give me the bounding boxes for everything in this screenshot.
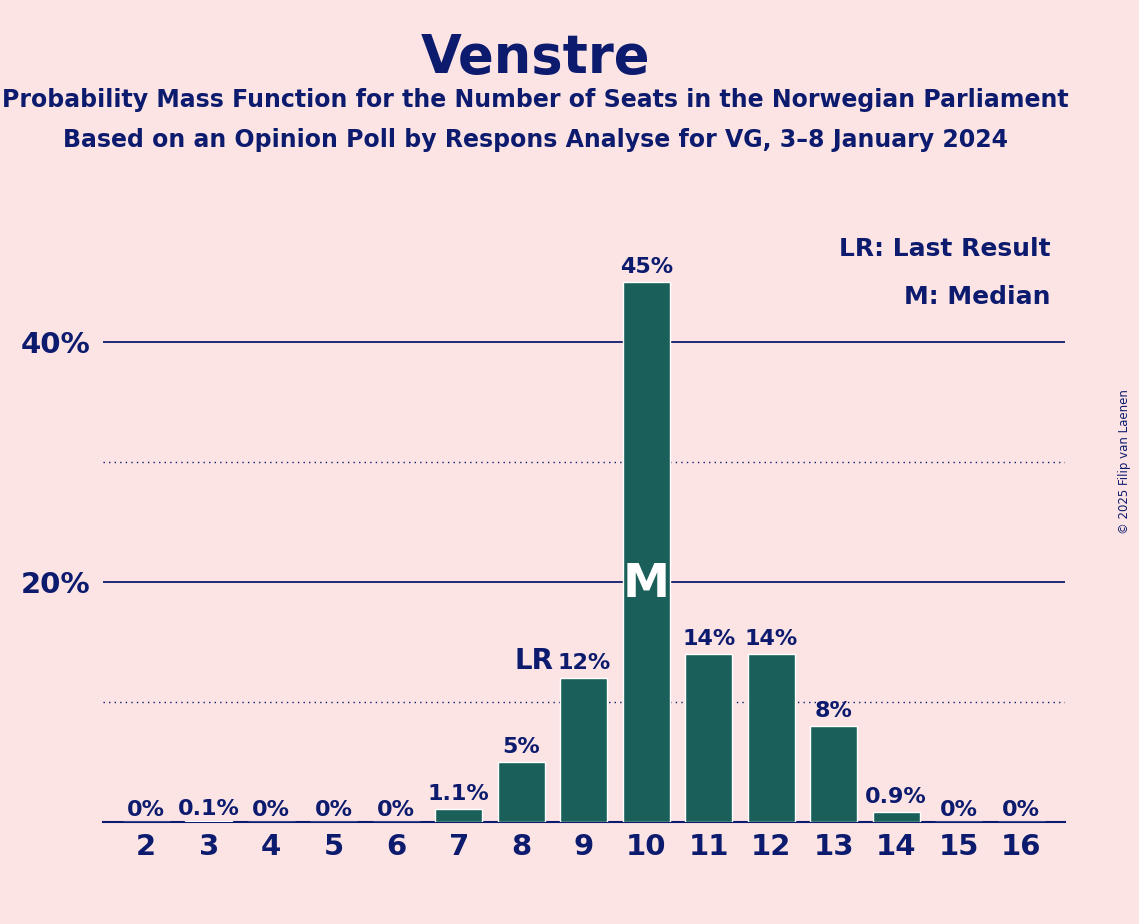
Text: Based on an Opinion Poll by Respons Analyse for VG, 3–8 January 2024: Based on an Opinion Poll by Respons Anal… <box>63 128 1008 152</box>
Bar <box>686 654 732 822</box>
Bar <box>435 809 482 822</box>
Bar <box>810 726 858 822</box>
Text: M: M <box>623 562 670 607</box>
Text: Probability Mass Function for the Number of Seats in the Norwegian Parliament: Probability Mass Function for the Number… <box>2 88 1068 112</box>
Text: 45%: 45% <box>620 257 673 277</box>
Text: 0%: 0% <box>128 800 165 820</box>
Bar <box>748 654 795 822</box>
Text: 0.1%: 0.1% <box>178 798 239 819</box>
Text: 0.9%: 0.9% <box>866 786 927 807</box>
Bar <box>186 821 232 822</box>
Text: © 2025 Filip van Laenen: © 2025 Filip van Laenen <box>1118 390 1131 534</box>
Text: 0%: 0% <box>377 800 416 820</box>
Bar <box>623 282 670 822</box>
Text: LR: LR <box>515 647 554 675</box>
Text: LR: Last Result: LR: Last Result <box>839 237 1050 261</box>
Text: 1.1%: 1.1% <box>428 784 490 804</box>
Bar <box>872 811 919 822</box>
Text: 0%: 0% <box>940 800 977 820</box>
Text: 5%: 5% <box>502 737 540 758</box>
Text: 8%: 8% <box>814 701 853 722</box>
Bar <box>560 678 607 822</box>
Text: 0%: 0% <box>252 800 290 820</box>
Text: M: Median: M: Median <box>904 285 1050 309</box>
Text: 14%: 14% <box>745 629 797 650</box>
Text: Venstre: Venstre <box>420 32 650 84</box>
Text: 12%: 12% <box>557 653 611 674</box>
Text: 0%: 0% <box>1002 800 1040 820</box>
Text: 0%: 0% <box>314 800 353 820</box>
Bar <box>498 762 544 822</box>
Text: 14%: 14% <box>682 629 736 650</box>
